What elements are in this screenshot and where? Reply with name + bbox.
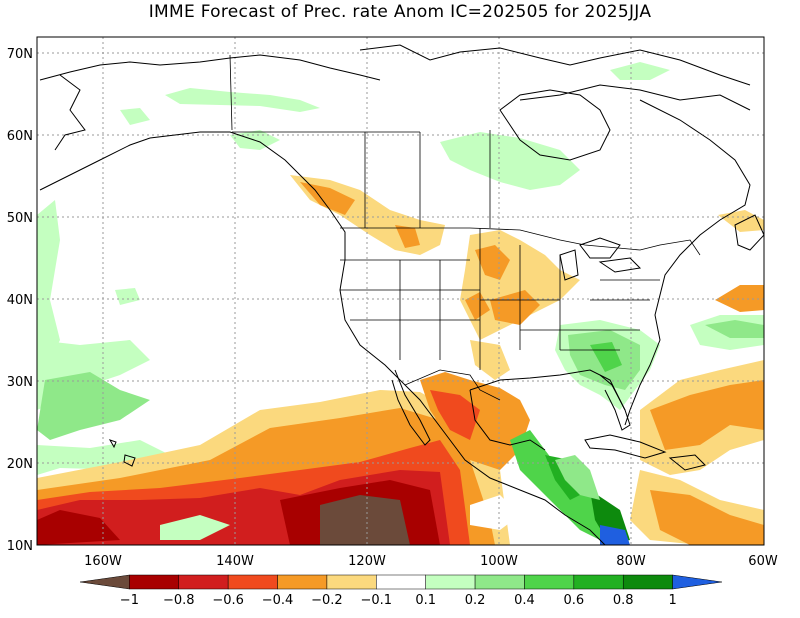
lon-tick-label: 140W bbox=[216, 554, 254, 569]
colorbar-swatch bbox=[622, 574, 673, 590]
lat-tick-label: 20N bbox=[7, 457, 33, 472]
colorbar-swatch bbox=[79, 574, 130, 590]
lon-tick-label: 100W bbox=[480, 554, 518, 569]
colorbar-swatch bbox=[376, 574, 426, 590]
colorbar-swatch bbox=[326, 574, 377, 590]
map-title: IMME Forecast of Prec. rate Anom IC=2025… bbox=[148, 2, 652, 22]
coastlines bbox=[39, 44, 764, 545]
colorbar-label: 0.8 bbox=[613, 593, 634, 608]
colorbar-label: −0.2 bbox=[311, 593, 343, 608]
colorbar-swatch bbox=[474, 574, 525, 590]
lat-tick-label: 30N bbox=[7, 375, 33, 390]
colorbar-label: −0.1 bbox=[361, 593, 393, 608]
anomaly-shading bbox=[37, 62, 764, 545]
colorbar-swatch bbox=[129, 574, 180, 590]
colorbar-swatch bbox=[524, 574, 575, 590]
lat-tick-label: 10N bbox=[7, 539, 33, 554]
lat-tick-label: 70N bbox=[7, 47, 33, 62]
graticule bbox=[37, 37, 764, 545]
colorbar-swatch bbox=[425, 574, 476, 590]
lon-tick-label: 120W bbox=[348, 554, 386, 569]
colorbar-label: −1 bbox=[120, 593, 139, 608]
lat-tick-label: 60N bbox=[7, 129, 33, 144]
colorbar-label: −0.6 bbox=[212, 593, 244, 608]
colorbar-label: 0.4 bbox=[514, 593, 535, 608]
colorbar-label: 0.6 bbox=[564, 593, 585, 608]
colorbar-swatch bbox=[227, 574, 278, 590]
lon-tick-label: 80W bbox=[616, 554, 646, 569]
longitude-tick-labels: 160W 140W 120W 100W 80W 60W bbox=[84, 554, 778, 569]
colorbar-swatch bbox=[277, 574, 328, 590]
latitude-tick-labels: 10N 20N 30N 40N 50N 60N 70N bbox=[7, 47, 33, 554]
colorbar-swatch bbox=[573, 574, 624, 590]
political-borders bbox=[229, 54, 701, 401]
colorbar-label: 0.1 bbox=[415, 593, 436, 608]
colorbar: −1 −0.8 −0.6 −0.4 −0.2 −0.1 0.1 0.2 0.4 0.6 0.8 1 bbox=[79, 574, 723, 608]
plot-frame bbox=[36, 36, 765, 546]
lat-tick-label: 50N bbox=[7, 211, 33, 226]
colorbar-label: 0.2 bbox=[465, 593, 486, 608]
lat-tick-label: 40N bbox=[7, 293, 33, 308]
colorbar-label: −0.8 bbox=[163, 593, 195, 608]
colorbar-swatch bbox=[672, 574, 723, 590]
colorbar-swatch bbox=[178, 574, 229, 590]
lon-tick-label: 60W bbox=[748, 554, 778, 569]
colorbar-label: 1 bbox=[668, 593, 676, 608]
lon-tick-label: 160W bbox=[84, 554, 122, 569]
colorbar-label: −0.4 bbox=[262, 593, 294, 608]
